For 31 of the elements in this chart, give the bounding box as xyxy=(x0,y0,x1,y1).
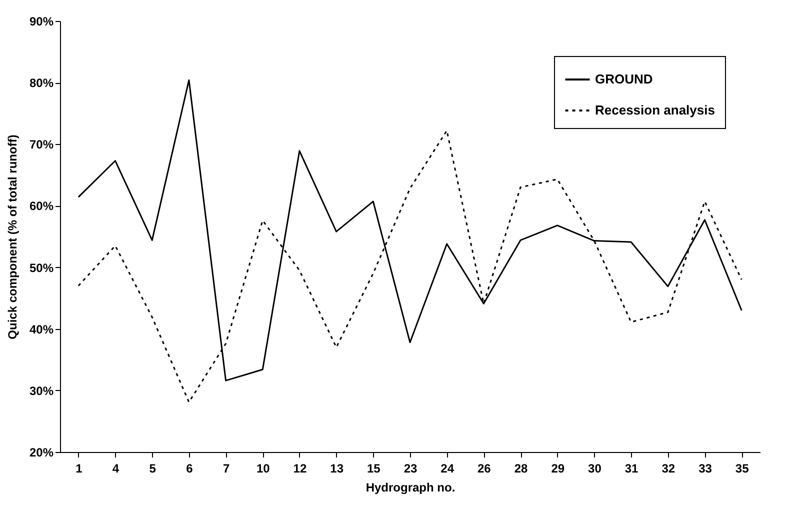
y-tick-label: 20% xyxy=(29,446,54,460)
y-tick-label: 50% xyxy=(29,260,54,275)
x-tick-label: 32 xyxy=(662,462,676,476)
x-axis-title: Hydrograph no. xyxy=(366,480,456,494)
y-tick-label: 80% xyxy=(29,76,54,90)
x-tick-label: 26 xyxy=(478,462,492,476)
x-tick-label: 7 xyxy=(222,462,230,476)
x-tick-label: 23 xyxy=(404,462,418,476)
legend-label: Recession analysis xyxy=(595,102,715,118)
y-tick-label: 90% xyxy=(29,14,54,28)
x-tick-label: 12 xyxy=(293,462,307,476)
x-tick-label: 35 xyxy=(735,462,750,476)
x-tick-label: 15 xyxy=(366,462,381,476)
x-tick-label: 28 xyxy=(514,462,528,476)
x-tick-label: 1 xyxy=(76,462,83,476)
x-tick-label: 33 xyxy=(698,462,712,476)
y-tick-label: 30% xyxy=(29,384,54,398)
y-axis-title: Quick component (% of total runoff) xyxy=(5,134,20,340)
x-tick-label: 6 xyxy=(186,462,194,476)
y-tick-label: 40% xyxy=(29,322,54,336)
x-tick-label: 29 xyxy=(551,462,565,476)
y-tick-label: 60% xyxy=(29,199,54,214)
x-tick-label: 30 xyxy=(588,462,602,476)
x-tick-label: 5 xyxy=(149,462,156,476)
legend-label: GROUND xyxy=(595,72,653,86)
x-tick-label: 24 xyxy=(440,462,454,476)
x-tick-label: 13 xyxy=(330,462,344,476)
x-tick-label: 31 xyxy=(624,462,639,476)
y-tick-label: 70% xyxy=(29,138,54,152)
x-tick-label: 4 xyxy=(112,462,120,476)
x-tick-label: 10 xyxy=(256,462,270,476)
